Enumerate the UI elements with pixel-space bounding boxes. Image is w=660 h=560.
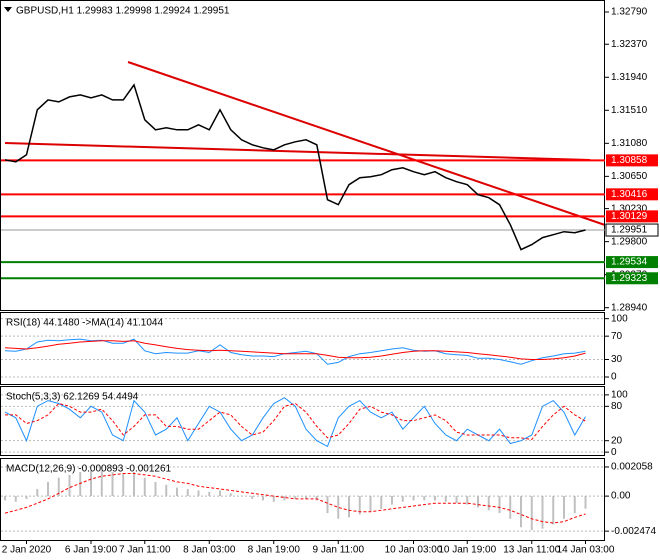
- y-tick-label: 1.30230: [611, 203, 648, 214]
- y-tick-label: 0: [611, 372, 617, 383]
- series-line: [5, 402, 586, 441]
- x-tick-label: 10 Jan 19:00: [438, 545, 496, 556]
- y-tick-label: 100: [611, 313, 628, 324]
- y-tick-label: 0.00: [611, 491, 631, 502]
- trend-line: [4, 142, 591, 161]
- y-tick-label: 1.31080: [611, 138, 648, 149]
- panel-title: MACD(12,26,9) -0.000893 -0.001261: [6, 464, 172, 475]
- level-label: 1.29323: [611, 273, 648, 284]
- y-tick-label: 20: [611, 435, 623, 446]
- x-tick-label: 2 Jan 2020: [2, 545, 52, 556]
- menu-triangle: [4, 7, 12, 12]
- y-tick-label: 30: [611, 354, 623, 365]
- y-tick-label: 1.31510: [611, 105, 648, 116]
- level-label: 1.30858: [611, 155, 648, 166]
- y-tick-label: 1.32370: [611, 39, 648, 50]
- level-label-box: [606, 256, 658, 269]
- panel-title: RSI(18) 44.1480 ->MA(14) 41.1044: [6, 318, 163, 329]
- x-tick-label: 9 Jan 11:00: [312, 545, 364, 556]
- y-tick-label: 1.29800: [611, 236, 648, 247]
- panel-title: Stoch(5,3,3) 62.1269 54.4494: [6, 392, 139, 403]
- level-label: 1.30416: [611, 189, 648, 200]
- level-label-box: [606, 188, 658, 201]
- current-price-label: 1.29951: [611, 225, 648, 236]
- y-tick-label: 1.28940: [611, 302, 648, 313]
- level-label-box: [606, 272, 658, 285]
- y-tick-label: 1.31940: [611, 72, 648, 83]
- panel-frame: [0, 0, 605, 311]
- series-line: [4, 340, 586, 360]
- panel-frame: [0, 312, 605, 385]
- y-tick-label: 100: [611, 390, 628, 401]
- y-tick-label: 1.30650: [611, 171, 648, 182]
- x-tick-label: 8 Jan 19:00: [248, 545, 301, 556]
- y-tick-label: 0.002058: [611, 462, 653, 473]
- x-tick-label: 6 Jan 19:00: [65, 545, 118, 556]
- x-tick-label: 13 Jan 11:00: [503, 545, 561, 556]
- series-line: [4, 83, 586, 251]
- x-tick-label: 14 Jan 03:00: [557, 545, 615, 556]
- y-tick-label: 70: [611, 331, 623, 342]
- panel-frame: [0, 458, 605, 541]
- series-line: [4, 473, 586, 524]
- level-label-box: [606, 154, 658, 167]
- x-tick-label: 7 Jan 11:00: [119, 545, 171, 556]
- x-tick-label: 8 Jan 03:00: [183, 545, 236, 556]
- y-tick-label: 80: [611, 401, 623, 412]
- panel-frame: [0, 386, 605, 456]
- current-price-box: [605, 223, 659, 237]
- level-label: 1.29534: [611, 257, 648, 268]
- level-label: 1.30129: [611, 211, 648, 222]
- x-tick-label: 10 Jan 03:00: [385, 545, 443, 556]
- trend-line: [127, 61, 606, 226]
- series-line: [4, 397, 586, 448]
- y-tick-label: 1.32790: [611, 7, 648, 18]
- panel-title: GBPUSD,H1 1.29983 1.29998 1.29924 1.2995…: [16, 6, 230, 17]
- level-label-box: [606, 210, 658, 223]
- y-tick-label: -0.002474: [611, 526, 656, 537]
- y-tick-label: 0: [611, 447, 617, 458]
